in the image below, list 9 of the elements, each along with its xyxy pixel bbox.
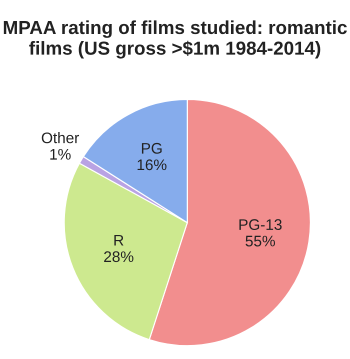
slice-label: R — [114, 234, 124, 246]
data-label: 1% — [50, 148, 71, 160]
slice-label: PG — [142, 142, 162, 154]
data-label: 28% — [104, 251, 134, 262]
data-label: 16% — [138, 159, 166, 170]
chart-title: MPAA rating of films studied: romantic films (US gross >$1m 1984-2014) — [4, 20, 347, 59]
slice-label: Other — [42, 132, 80, 144]
data-label: 55% — [246, 236, 275, 246]
slice-label: PG-13 — [239, 219, 282, 230]
